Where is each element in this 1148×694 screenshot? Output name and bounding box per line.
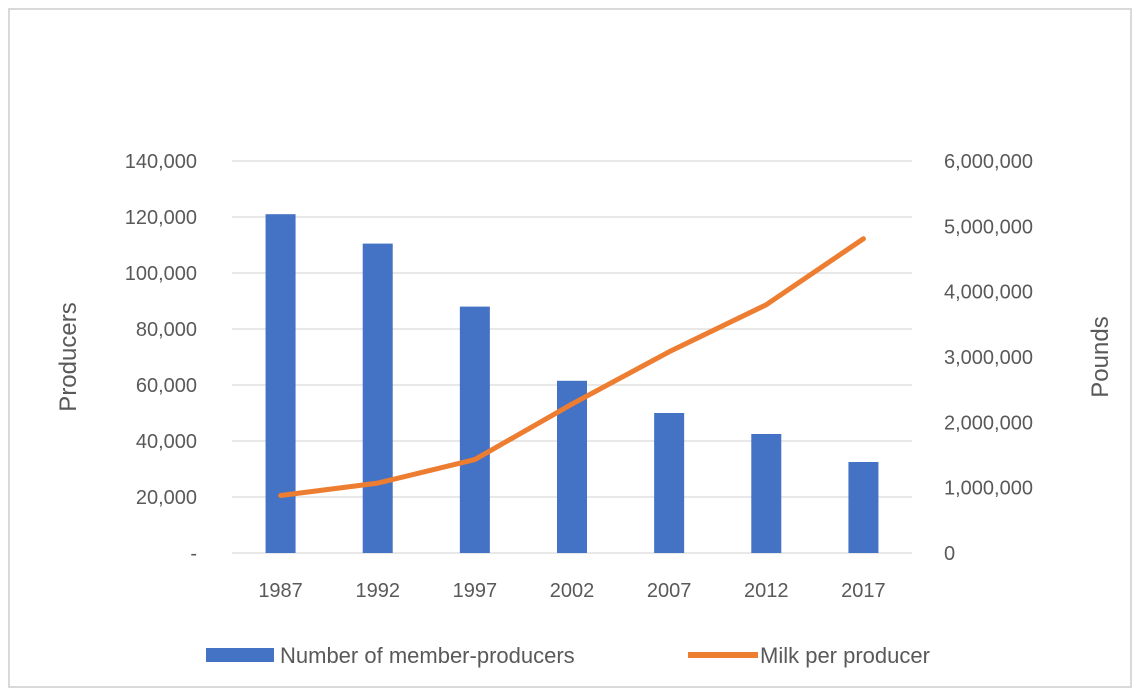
bar [751, 434, 782, 553]
x-tick-label: 1997 [453, 580, 498, 602]
legend-label-bars: Number of member-producers [280, 643, 575, 668]
left-tick-label: 20,000 [136, 487, 197, 509]
left-tick-label: - [190, 543, 197, 565]
left-tick-label: 120,000 [125, 207, 197, 229]
left-tick-label: 80,000 [136, 319, 197, 341]
series-line [278, 236, 866, 499]
bar [654, 413, 685, 553]
left-axis-title: Producers [55, 302, 82, 411]
right-tick-label: 0 [944, 543, 955, 565]
chart-frame [8, 8, 1132, 688]
right-tick-label: 2,000,000 [944, 412, 1033, 434]
left-tick-label: 140,000 [125, 151, 197, 173]
legend-label-line: Milk per producer [760, 643, 930, 668]
bar [265, 214, 296, 553]
bar [459, 306, 490, 553]
right-tick-label: 4,000,000 [944, 282, 1033, 304]
right-axis-ticks: 0 1,000,000 2,000,000 3,000,000 4,000,000 5,0… [944, 151, 1033, 565]
x-tick-label: 2017 [841, 580, 886, 602]
right-axis-title: Pounds [1087, 316, 1114, 397]
gridlines [232, 160, 912, 554]
bar-series [265, 214, 879, 553]
right-tick-label: 3,000,000 [944, 347, 1033, 369]
bar [362, 243, 393, 553]
x-tick-label: 2012 [744, 580, 789, 602]
x-tick-label: 2002 [550, 580, 595, 602]
legend-swatch-bars [206, 648, 274, 662]
legend: Number of member-producers Milk per prod… [206, 643, 930, 668]
left-tick-label: 60,000 [136, 375, 197, 397]
x-tick-label: 1992 [355, 580, 400, 602]
left-tick-label: 100,000 [125, 263, 197, 285]
left-tick-label: 40,000 [136, 431, 197, 453]
x-axis-ticks: 1987 1992 1997 2002 2007 2012 2017 [258, 580, 885, 602]
right-tick-label: 5,000,000 [944, 216, 1033, 238]
right-tick-label: 6,000,000 [944, 151, 1033, 173]
line-series [278, 236, 866, 499]
right-tick-label: 1,000,000 [944, 478, 1033, 500]
x-tick-label: 2007 [647, 580, 692, 602]
left-axis-ticks: - 20,000 40,000 60,000 80,000 100,000 120,000 1… [125, 151, 197, 565]
x-tick-label: 1987 [258, 580, 303, 602]
bar [848, 462, 879, 553]
